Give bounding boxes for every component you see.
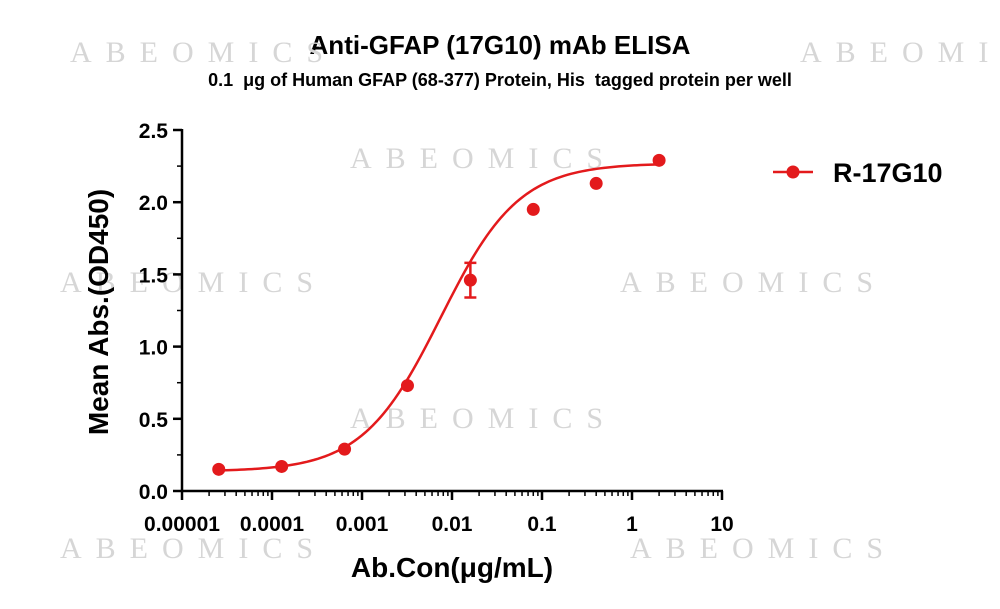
watermark-text: ABEOMICS (620, 266, 887, 299)
watermark-text: ABEOMICS (350, 402, 617, 435)
y-tick-label: 1.0 (139, 337, 168, 360)
watermark-text: ABEOMICS (630, 532, 897, 565)
data-point (275, 459, 289, 473)
data-point (463, 273, 477, 287)
y-axis-ticks: 0.0 0.5 1.0 1.5 2.0 2.5 (139, 120, 182, 504)
data-point (652, 153, 666, 167)
watermark-text: ABEOMICS (350, 142, 617, 175)
watermark-group: ABEOMICS ABEOMICS ABEOMICS ABEOMICS ABEOMICS… (60, 36, 1000, 565)
x-tick-label: 10 (710, 513, 733, 536)
y-tick-label: 1.5 (139, 264, 169, 287)
watermark-text: ABEOMICS (60, 266, 327, 299)
x-tick-label: 1 (626, 513, 638, 536)
data-point (526, 202, 540, 216)
x-tick-label: 0.0001 (240, 513, 305, 536)
legend: R-17G10 (773, 158, 943, 188)
y-tick-label: 0.5 (139, 409, 169, 432)
y-tick-label: 2.5 (139, 120, 169, 143)
data-point (400, 379, 414, 393)
watermark-text: ABEOMICS (60, 532, 327, 565)
legend-marker (786, 165, 800, 179)
data-point (338, 442, 352, 456)
x-tick-label: 0.00001 (144, 513, 220, 536)
x-axis-title: Ab.Con(μg/mL) (351, 552, 553, 583)
data-point (212, 462, 226, 476)
y-tick-label: 2.0 (139, 192, 168, 215)
data-marks (212, 153, 666, 476)
chart-title: Anti-GFAP (17G10) mAb ELISA (309, 30, 691, 60)
chart-subtitle: 0.1 μg of Human GFAP (68-377) Protein, H… (208, 70, 792, 90)
x-tick-label: 0.001 (336, 513, 389, 536)
curve-layer (218, 163, 660, 472)
data-point (589, 176, 603, 190)
x-tick-label: 0.1 (527, 513, 557, 536)
legend-label: R-17G10 (833, 158, 943, 188)
watermark-text: ABEOMICS (800, 36, 1000, 69)
watermark-text: ABEOMICS (70, 36, 337, 69)
fit-curve (218, 163, 660, 472)
y-tick-label: 0.0 (139, 481, 168, 504)
x-axis-ticks: 0.00001 0.0001 0.001 0.01 0.1 1 10 (144, 491, 734, 536)
x-tick-label: 0.01 (432, 513, 473, 536)
axes (180, 129, 723, 493)
y-axis-title: Mean Abs.(OD450) (83, 189, 114, 435)
